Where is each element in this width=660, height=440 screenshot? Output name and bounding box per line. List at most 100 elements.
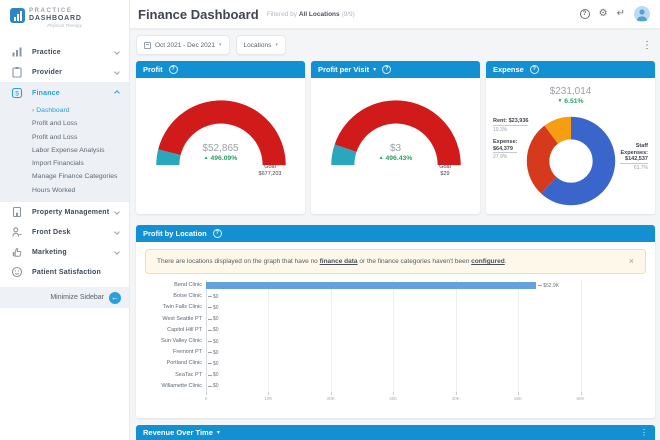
tick — [518, 392, 520, 395]
bar-row: $0 — [206, 347, 643, 358]
sidebar-item-practice[interactable]: Practice — [0, 42, 129, 62]
sidebar-item-provider[interactable]: Provider — [0, 62, 129, 82]
kebab-menu-icon[interactable]: ⋮ — [640, 428, 648, 437]
minimize-sidebar-label: Minimize Sidebar — [50, 294, 104, 301]
gridline — [455, 280, 457, 392]
goal-word: Goal — [264, 164, 276, 170]
kebab-menu-icon[interactable]: ⋮ — [642, 39, 652, 51]
sidebar-item-patient-satisfaction[interactable]: Patient Satisfaction — [0, 262, 129, 282]
sidebar-subitem-hours-worked[interactable]: Hours Worked — [32, 184, 129, 197]
close-icon[interactable]: × — [628, 256, 634, 266]
help-icon[interactable]: ? — [212, 229, 222, 238]
svg-text:$: $ — [15, 90, 19, 97]
locations-dropdown[interactable]: Locations ▾ — [235, 35, 286, 55]
sidebar-item-label: Property Management — [32, 208, 110, 216]
x-tick-label: 60K — [576, 396, 585, 401]
filter-value: All Locations — [298, 10, 340, 18]
profit-by-location-header: Profit by Location ? — [136, 225, 655, 242]
app-logo[interactable]: PRACTICE DASHBOARD Physical Therapy — [0, 0, 129, 36]
page-title: Finance Dashboard — [138, 6, 259, 22]
sidebar-subitem-profit-and-loss-2[interactable]: Profit and Loss — [32, 131, 129, 144]
sidebar-item-marketing[interactable]: Marketing — [0, 242, 129, 262]
category-label: Capitol Hill PT — [167, 326, 202, 333]
bar-value-label: $0 — [208, 350, 219, 356]
sidebar-item-front-desk[interactable]: Front Desk — [0, 222, 129, 242]
sidebar-subitem-labor-expense-analysis[interactable]: Labor Expense Analysis — [32, 144, 129, 157]
sidebar-subitem-import-financials[interactable]: Import Financials — [32, 157, 129, 170]
filter-row: Oct 2021 - Dec 2021 ▾ Locations ▾ ⋮ — [136, 35, 655, 55]
help-icon[interactable]: ? — [529, 65, 539, 74]
logout-return-icon[interactable]: ↵ — [616, 8, 625, 19]
arrow-left-icon[interactable]: ← — [109, 291, 121, 304]
sidebar-item-label: Finance — [32, 89, 60, 97]
tick — [393, 392, 395, 395]
chevron-down-icon[interactable]: ▾ — [216, 430, 220, 436]
profit-goal: Goal $677,203 — [245, 164, 295, 178]
minimize-sidebar-button[interactable]: Minimize Sidebar ← — [0, 287, 129, 308]
expense-card: Expense ? $231,014 ▼ 6.51% Rent: $23,936… — [486, 61, 655, 214]
chevron-down-icon — [114, 229, 120, 235]
category-label: Bend Clinic — [174, 282, 202, 288]
category-label: Boise Clinic — [173, 293, 202, 300]
help-icon[interactable]: ? — [579, 9, 590, 19]
bar-row: $0 — [206, 336, 643, 347]
subitem-label: Manage Finance Categories — [32, 173, 118, 181]
gridline — [393, 280, 395, 392]
expense-pct: 27.9% — [493, 154, 508, 160]
finance-data-link[interactable]: finance data — [319, 258, 358, 265]
help-icon[interactable]: ? — [168, 65, 178, 74]
sidebar-subitem-profit-and-loss[interactable]: Profit and Loss — [32, 117, 129, 130]
configured-link[interactable]: configured — [471, 258, 505, 265]
expense-donut-chart[interactable] — [519, 109, 623, 213]
chevron-down-icon — [114, 49, 120, 55]
gridline — [518, 280, 520, 392]
x-tick-label: 0 — [204, 396, 208, 401]
content: Oct 2021 - Dec 2021 ▾ Locations ▾ ⋮ Prof… — [130, 28, 660, 440]
date-range-picker[interactable]: Oct 2021 - Dec 2021 ▾ — [136, 35, 230, 55]
bar[interactable] — [206, 282, 537, 290]
category-label: Fremont PT — [172, 349, 202, 356]
sidebar-item-finance[interactable]: $ Finance — [0, 83, 129, 103]
bar-value-label: $0 — [208, 361, 219, 367]
bar-row: $0 — [206, 291, 643, 302]
profit-gauge-chart[interactable] — [147, 91, 295, 169]
warning-text: There are locations displayed on the gra… — [157, 258, 507, 265]
clipboard-icon — [12, 67, 22, 78]
bar-value-label: $0 — [208, 294, 219, 300]
sidebar-item-property-management[interactable]: Property Management — [0, 202, 129, 222]
gear-icon[interactable]: ⚙ — [598, 8, 608, 19]
staff-label-text: Staff Expenses: $142,537 — [620, 143, 648, 164]
bar-value-label: $0 — [208, 327, 219, 333]
tick — [268, 392, 270, 395]
active-item-marker: › — [32, 107, 35, 114]
goal-amount: $677,203 — [258, 171, 282, 177]
sidebar-subitem-dashboard[interactable]: › Dashboard — [32, 104, 129, 117]
calendar-icon — [144, 41, 151, 49]
profit-card-header: Profit ? — [136, 61, 305, 78]
category-label: Twin Falls Clinic — [162, 304, 202, 311]
expense-slice-label: Expense: $64,379 27.9% — [493, 139, 518, 161]
goal-amount: $29 — [440, 171, 450, 177]
sidebar-subitem-manage-finance-categories[interactable]: Manage Finance Categories — [32, 170, 129, 183]
card-title: Profit — [143, 65, 163, 74]
x-tick-label: 20K — [326, 396, 335, 401]
subitem-label: Labor Expense Analysis — [32, 146, 105, 154]
gridline — [206, 280, 207, 392]
revenue-over-time-header[interactable]: Revenue Over Time ▾ ⋮ — [136, 425, 655, 440]
profit-per-visit-gauge-chart[interactable] — [322, 91, 470, 169]
subitem-label: Hours Worked — [32, 186, 76, 194]
filter-summary: Filtered by All Locations (9/9) — [267, 11, 355, 18]
help-icon[interactable]: ? — [382, 65, 392, 74]
chevron-down-icon — [114, 209, 120, 215]
avatar[interactable] — [634, 6, 650, 22]
plot-area: $52.9K $0 $0 $0 $0 $0 $0 $0 $0 $0 — [204, 280, 643, 403]
staff-pct: 61.7% — [633, 164, 648, 171]
gridline — [580, 280, 582, 392]
chevron-down-icon — [114, 69, 120, 75]
chevron-down-icon[interactable]: ▾ — [373, 67, 377, 73]
x-tick-label: 30K — [389, 396, 398, 401]
category-label: Portland Clinic — [166, 360, 202, 367]
kpi-cards-row: Profit ? $52,865 ▲ 496.09% Goal $677,203 … — [136, 61, 655, 214]
x-tick-label: 40K — [451, 396, 460, 401]
